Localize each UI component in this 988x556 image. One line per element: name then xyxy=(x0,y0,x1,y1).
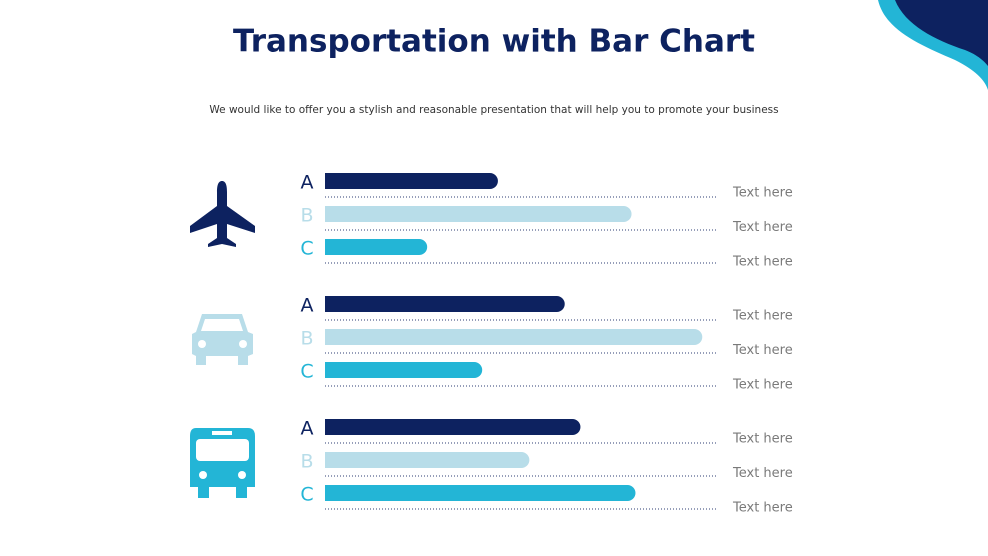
category-label: B xyxy=(300,328,313,350)
bar xyxy=(325,173,498,189)
plane-icon xyxy=(190,181,255,247)
bar xyxy=(325,206,632,222)
note: Text here xyxy=(732,309,793,324)
bus-icon xyxy=(190,428,255,498)
bar xyxy=(325,239,428,255)
note: Text here xyxy=(732,186,793,201)
note: Text here xyxy=(732,466,793,481)
title: Transportation with Bar Chart xyxy=(233,24,755,60)
note: Text here xyxy=(732,343,793,358)
category-label: B xyxy=(300,205,313,227)
car-icon xyxy=(192,314,253,365)
category-label: A xyxy=(301,295,314,317)
bar xyxy=(325,419,581,435)
note: Text here xyxy=(732,501,793,516)
category-label: C xyxy=(300,484,313,506)
bar xyxy=(325,362,483,378)
category-label: C xyxy=(300,238,313,260)
category-label: C xyxy=(300,361,313,383)
bar xyxy=(325,452,530,468)
note: Text here xyxy=(732,432,793,447)
note: Text here xyxy=(732,255,793,270)
bar xyxy=(325,485,636,501)
category-label: A xyxy=(301,418,314,440)
bar xyxy=(325,329,703,345)
note: Text here xyxy=(732,378,793,393)
corner-shape xyxy=(895,0,988,66)
category-label: A xyxy=(301,172,314,194)
subtitle: We would like to offer you a stylish and… xyxy=(209,104,778,116)
note: Text here xyxy=(732,220,793,235)
bar xyxy=(325,296,565,312)
category-label: B xyxy=(300,451,313,473)
